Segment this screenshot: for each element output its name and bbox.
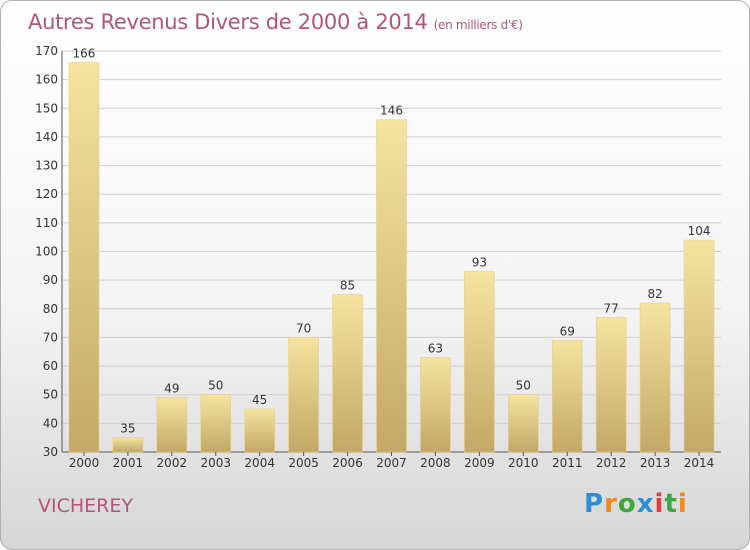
title-unit: (en milliers d'€) bbox=[433, 18, 523, 32]
bar bbox=[200, 394, 232, 453]
y-tick-label: 60 bbox=[43, 359, 58, 373]
x-tick-label: 2004 bbox=[244, 456, 275, 470]
logo-letter: t bbox=[664, 489, 678, 519]
logo-letter: o bbox=[617, 489, 637, 519]
y-tick-label: 170 bbox=[35, 44, 58, 58]
y-tick-label: 70 bbox=[43, 330, 58, 344]
y-tick-label: 50 bbox=[43, 388, 58, 402]
data-label: 166 bbox=[73, 46, 96, 60]
y-tick-label: 150 bbox=[35, 101, 58, 115]
data-label: 104 bbox=[688, 224, 711, 238]
x-tick-label: 2008 bbox=[420, 456, 451, 470]
x-tick-label: 2003 bbox=[200, 456, 231, 470]
y-tick-label: 110 bbox=[35, 216, 58, 230]
commune-name: VICHEREY bbox=[38, 495, 133, 517]
logo-letter: i bbox=[654, 489, 665, 519]
bar bbox=[420, 357, 451, 453]
logo-letter: x bbox=[636, 489, 655, 519]
bar bbox=[507, 394, 539, 453]
data-label: 35 bbox=[120, 422, 135, 436]
proxiti-logo: Proxiti bbox=[584, 489, 688, 519]
bar bbox=[639, 302, 671, 453]
y-tick-label: 90 bbox=[43, 273, 58, 287]
logo-letter: r bbox=[604, 489, 618, 519]
bar bbox=[376, 119, 407, 453]
bar bbox=[156, 397, 188, 453]
x-tick-label: 2006 bbox=[332, 456, 363, 470]
x-tick-label: 2014 bbox=[684, 456, 715, 470]
logo-letter: i bbox=[677, 489, 688, 519]
x-tick-label: 2010 bbox=[508, 456, 539, 470]
y-tick-label: 140 bbox=[35, 130, 58, 144]
y-tick-label: 40 bbox=[43, 416, 58, 430]
bar bbox=[683, 239, 715, 453]
bar bbox=[244, 408, 275, 453]
bar bbox=[68, 62, 100, 453]
x-tick-label: 2001 bbox=[113, 456, 144, 470]
data-label: 69 bbox=[560, 324, 575, 338]
title-text: Autres Revenus Divers de 2000 à 2014 bbox=[28, 10, 428, 34]
x-tick-label: 2000 bbox=[69, 456, 100, 470]
data-label: 93 bbox=[472, 256, 487, 270]
x-tick-label: 2009 bbox=[464, 456, 495, 470]
data-label: 77 bbox=[604, 301, 619, 315]
data-label: 45 bbox=[252, 393, 267, 407]
data-label: 63 bbox=[428, 341, 443, 355]
data-label: 82 bbox=[647, 287, 662, 301]
x-tick-label: 2005 bbox=[288, 456, 319, 470]
x-tick-label: 2011 bbox=[552, 456, 583, 470]
data-label: 85 bbox=[340, 278, 355, 292]
bar bbox=[112, 437, 144, 453]
data-label: 49 bbox=[164, 382, 179, 396]
data-label: 50 bbox=[208, 379, 223, 393]
data-label: 146 bbox=[380, 104, 403, 118]
y-tick-label: 30 bbox=[43, 445, 58, 459]
data-label: 50 bbox=[516, 379, 531, 393]
y-tick-label: 100 bbox=[35, 245, 58, 259]
bar bbox=[464, 271, 495, 453]
x-tick-label: 2007 bbox=[376, 456, 407, 470]
y-tick-label: 130 bbox=[35, 159, 58, 173]
x-tick-label: 2002 bbox=[157, 456, 188, 470]
bar bbox=[288, 337, 319, 453]
y-tick-label: 160 bbox=[35, 73, 58, 87]
x-tick-label: 2012 bbox=[596, 456, 627, 470]
data-label: 70 bbox=[296, 321, 311, 335]
bar bbox=[595, 317, 627, 453]
bar bbox=[332, 294, 363, 453]
x-tick-label: 2013 bbox=[640, 456, 671, 470]
y-tick-label: 120 bbox=[35, 187, 58, 201]
y-tick-label: 80 bbox=[43, 302, 58, 316]
logo-letter: P bbox=[584, 489, 605, 519]
chart-title: Autres Revenus Divers de 2000 à 2014 (en … bbox=[28, 10, 523, 34]
bar bbox=[551, 339, 583, 453]
